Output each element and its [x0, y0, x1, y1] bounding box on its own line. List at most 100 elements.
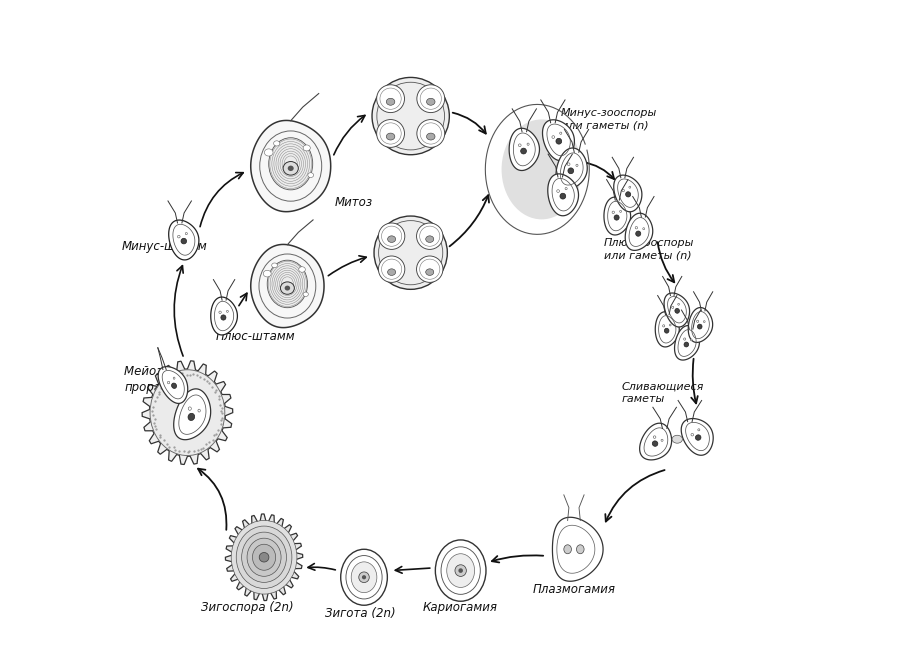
Ellipse shape — [374, 216, 448, 290]
Ellipse shape — [704, 321, 706, 323]
Ellipse shape — [351, 562, 377, 593]
Text: Плюс-зооспоры
или гаметы (n): Плюс-зооспоры или гаметы (n) — [604, 238, 695, 261]
Ellipse shape — [518, 144, 521, 146]
Ellipse shape — [626, 192, 631, 197]
Ellipse shape — [672, 306, 674, 308]
Ellipse shape — [577, 545, 584, 554]
Polygon shape — [552, 517, 603, 581]
Ellipse shape — [236, 526, 291, 589]
Ellipse shape — [455, 564, 467, 577]
Ellipse shape — [386, 98, 395, 106]
Polygon shape — [681, 419, 713, 455]
Ellipse shape — [697, 324, 702, 329]
Ellipse shape — [447, 554, 475, 587]
Polygon shape — [626, 213, 653, 251]
Ellipse shape — [188, 413, 194, 421]
Ellipse shape — [303, 292, 309, 296]
Ellipse shape — [303, 145, 311, 151]
Text: Минус-зооспоры
или гаметы (n): Минус-зооспоры или гаметы (n) — [560, 108, 656, 130]
Text: Зигоспора (2n): Зигоспора (2n) — [201, 601, 293, 614]
Ellipse shape — [247, 538, 281, 577]
Ellipse shape — [691, 433, 694, 436]
Ellipse shape — [520, 148, 527, 154]
Ellipse shape — [652, 441, 657, 446]
Ellipse shape — [198, 409, 201, 412]
Ellipse shape — [568, 163, 570, 165]
Ellipse shape — [372, 77, 449, 155]
Ellipse shape — [527, 143, 529, 145]
Ellipse shape — [675, 308, 679, 313]
Polygon shape — [169, 220, 199, 260]
Ellipse shape — [417, 256, 443, 282]
Ellipse shape — [556, 138, 562, 144]
Text: Мейоз и
прорастание: Мейоз и прорастание — [124, 365, 204, 394]
Polygon shape — [158, 367, 188, 403]
Ellipse shape — [684, 342, 688, 347]
Ellipse shape — [653, 436, 656, 438]
Ellipse shape — [629, 186, 631, 188]
Ellipse shape — [269, 138, 312, 190]
Ellipse shape — [259, 552, 269, 562]
Polygon shape — [614, 175, 642, 212]
Ellipse shape — [560, 194, 566, 199]
Ellipse shape — [669, 324, 671, 326]
Ellipse shape — [643, 228, 645, 230]
Polygon shape — [639, 423, 672, 460]
Polygon shape — [604, 197, 631, 235]
Ellipse shape — [386, 133, 395, 140]
Ellipse shape — [188, 407, 192, 411]
Polygon shape — [548, 174, 578, 216]
Polygon shape — [173, 389, 211, 439]
Polygon shape — [251, 120, 331, 212]
Ellipse shape — [459, 569, 463, 573]
Polygon shape — [143, 361, 232, 464]
Ellipse shape — [388, 269, 396, 276]
Ellipse shape — [173, 377, 175, 379]
Ellipse shape — [622, 190, 625, 192]
Polygon shape — [675, 325, 699, 360]
Ellipse shape — [242, 532, 287, 583]
Ellipse shape — [614, 215, 619, 220]
Ellipse shape — [696, 320, 699, 323]
Ellipse shape — [232, 520, 297, 594]
Ellipse shape — [288, 165, 293, 171]
Ellipse shape — [636, 231, 641, 237]
Ellipse shape — [172, 383, 176, 388]
Ellipse shape — [379, 223, 405, 249]
Ellipse shape — [427, 98, 435, 106]
Ellipse shape — [264, 149, 273, 156]
Ellipse shape — [665, 329, 669, 333]
Ellipse shape — [252, 544, 276, 571]
Ellipse shape — [663, 325, 665, 327]
Ellipse shape — [576, 164, 578, 167]
Ellipse shape — [417, 120, 445, 147]
Ellipse shape — [672, 435, 683, 444]
Polygon shape — [656, 312, 679, 347]
Ellipse shape — [426, 269, 434, 276]
Ellipse shape — [557, 190, 559, 192]
Ellipse shape — [150, 370, 225, 456]
Ellipse shape — [340, 549, 388, 605]
Text: Зигота (2n): Зигота (2n) — [325, 607, 396, 620]
Ellipse shape — [427, 133, 435, 140]
Ellipse shape — [565, 187, 568, 190]
Ellipse shape — [698, 429, 700, 431]
Ellipse shape — [612, 211, 615, 214]
Ellipse shape — [284, 286, 291, 290]
Ellipse shape — [661, 439, 663, 442]
Ellipse shape — [177, 235, 180, 238]
Polygon shape — [556, 148, 587, 190]
Ellipse shape — [388, 236, 396, 243]
Text: Плюс-штамм: Плюс-штамм — [215, 329, 295, 343]
Ellipse shape — [267, 260, 308, 308]
Ellipse shape — [426, 236, 434, 243]
Text: Митоз: Митоз — [335, 196, 373, 209]
Polygon shape — [211, 297, 237, 335]
Ellipse shape — [299, 267, 305, 272]
Ellipse shape — [568, 168, 574, 173]
Ellipse shape — [271, 263, 278, 267]
Text: Кариогамия: Кариогамия — [423, 601, 498, 614]
Ellipse shape — [552, 136, 555, 138]
Ellipse shape — [417, 85, 445, 113]
Ellipse shape — [283, 161, 299, 175]
